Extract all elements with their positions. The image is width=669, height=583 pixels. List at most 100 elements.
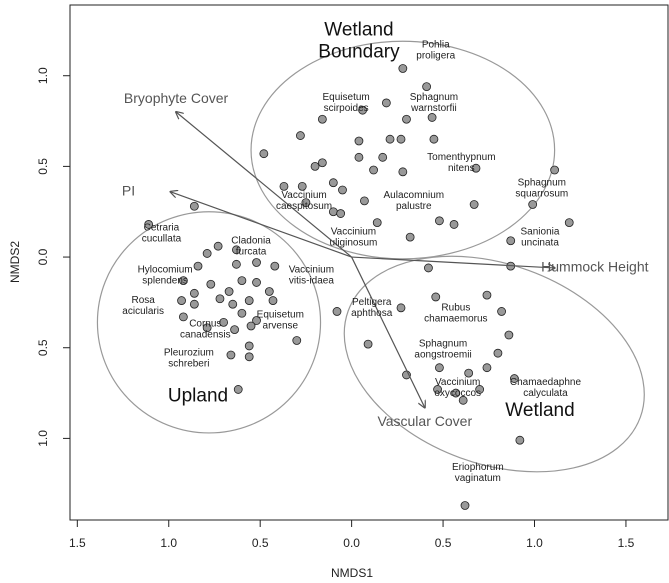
- point: [458, 395, 468, 405]
- y-tick-label: 1.0: [36, 67, 50, 84]
- point: [402, 114, 411, 124]
- point: [317, 158, 327, 168]
- point: [398, 167, 408, 177]
- point: [232, 245, 241, 255]
- point: [435, 363, 444, 373]
- y-axis-title: NMDS2: [8, 241, 22, 283]
- point: [497, 307, 506, 316]
- species-label: Chamaedaphne: [510, 377, 582, 388]
- point: [317, 114, 327, 124]
- species-label: palustre: [396, 201, 432, 212]
- point: [451, 388, 461, 398]
- point: [550, 165, 560, 175]
- species-label: warnstorfii: [410, 103, 457, 114]
- point: [279, 181, 289, 191]
- group-ellipse: [250, 40, 556, 260]
- point: [268, 296, 278, 305]
- point: [252, 278, 261, 287]
- point: [422, 82, 432, 92]
- group-label: Upland: [168, 386, 228, 407]
- point: [433, 385, 442, 394]
- vector-arrow: [351, 256, 425, 408]
- species-label: proligera: [416, 50, 455, 61]
- point: [230, 325, 239, 334]
- point: [429, 134, 439, 144]
- species-label: canadensis: [180, 330, 231, 341]
- point: [509, 374, 519, 383]
- species-label: aongstroemii: [414, 350, 471, 361]
- point: [301, 198, 311, 208]
- species-label: Rosa: [131, 295, 155, 306]
- species-label: Eriophorum: [452, 462, 504, 473]
- point: [431, 292, 441, 302]
- species-label: Sanionia: [521, 226, 560, 237]
- species-label: Tomenthypnum: [427, 152, 495, 163]
- vector-label: Hummock Height: [541, 259, 648, 275]
- point: [460, 501, 470, 510]
- point: [405, 232, 415, 242]
- point: [189, 299, 199, 309]
- x-tick-label: 1.5: [69, 536, 86, 550]
- group-ellipse: [96, 211, 322, 434]
- point: [449, 220, 459, 229]
- point: [193, 261, 203, 271]
- x-tick-label: 0.0: [343, 536, 360, 550]
- point: [259, 149, 269, 159]
- point: [246, 321, 256, 331]
- species-label: Peltigera: [352, 297, 392, 308]
- species-label: arvense: [263, 321, 299, 332]
- group-label: Wetland: [324, 19, 393, 40]
- species-label: caespitosum: [276, 201, 332, 212]
- point: [232, 259, 241, 269]
- vector-label: Bryophyte Cover: [124, 90, 229, 106]
- point: [363, 339, 373, 349]
- vector-arrow: [171, 192, 352, 258]
- point: [189, 288, 199, 298]
- point: [398, 64, 408, 73]
- point: [233, 385, 243, 394]
- point: [504, 330, 514, 340]
- species-label: Equisetum: [323, 92, 370, 103]
- point: [144, 220, 154, 229]
- species-label: acicularis: [122, 306, 164, 317]
- species-label: Aulacomnium: [384, 190, 445, 201]
- point: [332, 307, 342, 316]
- point: [264, 287, 274, 296]
- species-label: chamaemorus: [424, 313, 487, 324]
- x-axis-title: NMDS1: [331, 566, 373, 580]
- point: [244, 296, 254, 305]
- species-label: Sphagnum: [518, 177, 566, 188]
- species-label: Hylocomium: [138, 264, 193, 275]
- species-label: squarrosum: [515, 188, 568, 199]
- point: [237, 308, 247, 318]
- point: [202, 323, 212, 333]
- point: [385, 134, 395, 144]
- species-label: splendens: [142, 275, 188, 286]
- species-label: Pohlia: [422, 39, 450, 50]
- species-label: oxycoccos: [434, 388, 481, 399]
- point: [369, 165, 378, 175]
- point: [206, 279, 216, 289]
- point: [471, 163, 481, 173]
- point: [354, 152, 364, 162]
- vector-arrow: [176, 112, 353, 258]
- species-label: vaginatum: [455, 473, 501, 484]
- species-label: Rubus: [441, 302, 470, 313]
- point: [310, 161, 320, 171]
- point: [482, 363, 492, 373]
- point: [515, 435, 525, 445]
- point: [228, 299, 238, 309]
- species-label: Cetraria: [144, 223, 180, 234]
- point: [219, 317, 229, 327]
- group-label: Wetland: [505, 400, 574, 421]
- point: [482, 290, 492, 300]
- species-label: uliginosum: [330, 237, 378, 248]
- species-label: calyculata: [523, 388, 568, 399]
- point: [493, 348, 503, 358]
- species-label: aphthosa: [351, 308, 393, 319]
- point: [224, 287, 234, 296]
- point: [475, 385, 485, 394]
- point: [270, 261, 280, 271]
- species-label: scirpoides: [324, 103, 369, 114]
